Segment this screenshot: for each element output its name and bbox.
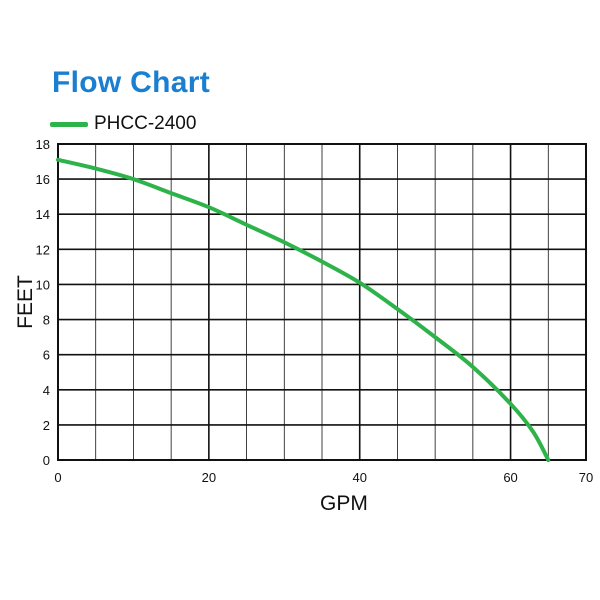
x-axis-title: GPM — [320, 492, 368, 515]
legend: PHCC-2400 — [50, 112, 196, 136]
legend-label: PHCC-2400 — [94, 113, 197, 134]
y-tick-label: 18 — [36, 137, 50, 152]
x-tick-label: 60 — [503, 470, 517, 485]
x-tick-label: 40 — [352, 470, 366, 485]
x-tick-label: 70 — [579, 470, 593, 485]
legend-swatch — [50, 121, 88, 127]
y-tick-label: 6 — [43, 348, 50, 363]
y-tick-label: 12 — [36, 242, 50, 257]
y-tick-label: 10 — [36, 277, 50, 292]
x-tick-label: 20 — [202, 470, 216, 485]
y-tick-label: 14 — [36, 207, 50, 222]
x-tick-label: 0 — [54, 470, 61, 485]
y-tick-label: 16 — [36, 172, 50, 187]
plot-frame — [57, 143, 587, 461]
y-tick-label: 0 — [43, 453, 50, 468]
y-tick-label: 8 — [43, 313, 50, 328]
chart-title: Flow Chart — [52, 66, 210, 99]
series-line-phcc-2400 — [56, 157, 551, 462]
y-tick-label: 4 — [43, 383, 50, 398]
y-axis-title: FEET — [14, 275, 37, 329]
y-tick-label: 2 — [43, 418, 50, 433]
